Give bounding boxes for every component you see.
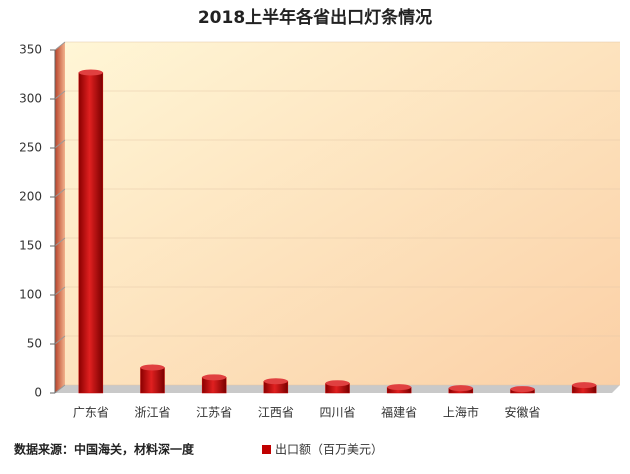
plot: 0 50 100 150 200 250 300 350 广东省 浙江省 江苏省 江西省 四川省 福建省 上…	[19, 41, 620, 420]
bar	[140, 367, 165, 394]
y-tick-label: 100	[19, 288, 42, 302]
bar-top	[572, 382, 597, 389]
x-tick-label: 广东省	[73, 406, 109, 420]
legend-swatch	[262, 445, 271, 454]
y-tick-label: 350	[19, 43, 42, 57]
grid-line	[54, 384, 66, 394]
bar-top	[263, 378, 288, 385]
grid-line	[54, 335, 66, 345]
bar-top	[140, 364, 165, 371]
x-tick-label: 上海市	[443, 405, 479, 420]
bar-top	[202, 374, 227, 381]
grid-line	[54, 90, 66, 100]
x-tick-label: 四川省	[319, 406, 355, 420]
chart-title: 2018上半年各省出口灯条情况	[198, 7, 432, 28]
y-tick-label: 200	[19, 190, 42, 204]
x-tick-label: 江西省	[258, 406, 294, 420]
source-note: 数据来源：中国海关，材料深一度	[14, 442, 195, 457]
bar-top	[387, 384, 412, 391]
bar-top	[510, 386, 535, 393]
grid-line	[54, 139, 66, 149]
x-tick-label: 福建省	[381, 405, 417, 420]
y-tick-label: 0	[34, 386, 42, 400]
bar-top	[448, 385, 473, 392]
grid-line	[54, 188, 66, 198]
legend-label: 出口额（百万美元）	[275, 443, 383, 457]
bar	[78, 72, 104, 394]
grid-line	[54, 286, 66, 296]
grid-line	[54, 237, 66, 247]
x-tick-label: 安徽省	[504, 405, 540, 420]
y-tick-label: 150	[19, 239, 42, 253]
plot-background	[65, 42, 620, 385]
bar-top	[78, 69, 103, 76]
y-tick-label: 300	[19, 92, 42, 106]
grid-line	[54, 41, 66, 51]
y-tick-label: 50	[27, 337, 42, 351]
x-tick-label: 江苏省	[196, 406, 232, 420]
bar-top	[325, 380, 350, 387]
x-tick-label: 浙江省	[134, 406, 170, 420]
side-wall	[55, 42, 65, 393]
y-tick-label: 250	[19, 141, 42, 155]
